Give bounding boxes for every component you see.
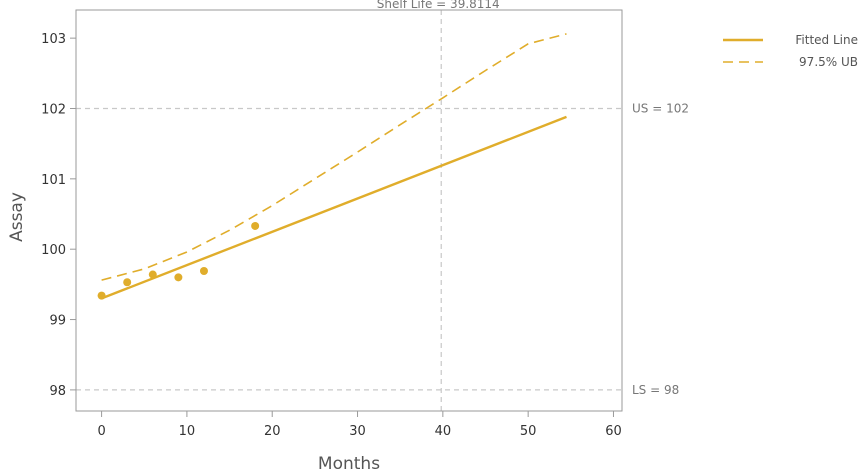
fitted-line bbox=[101, 115, 567, 300]
x-axis: 0 10 20 30 40 50 60 bbox=[97, 411, 622, 439]
x-tick-label: 10 bbox=[179, 424, 196, 439]
plot-area-border bbox=[75, 9, 623, 412]
legend-label: Fitted Line bbox=[795, 33, 858, 47]
x-tick-label: 0 bbox=[97, 424, 105, 439]
data-point bbox=[97, 291, 106, 300]
data-point bbox=[123, 278, 132, 287]
y-tick-label: 101 bbox=[41, 173, 66, 188]
x-tick-label: 30 bbox=[349, 424, 366, 439]
x-tick-label: 50 bbox=[520, 424, 537, 439]
data-point bbox=[148, 270, 157, 279]
y-tick-label: 102 bbox=[41, 102, 66, 117]
y-axis-title: Assay bbox=[7, 192, 27, 242]
y-tick-label: 100 bbox=[41, 243, 66, 258]
x-tick-label: 40 bbox=[435, 424, 452, 439]
x-tick-label: 20 bbox=[264, 424, 281, 439]
x-axis-title: Months bbox=[318, 454, 380, 474]
reference-label: US = 102 bbox=[632, 101, 689, 115]
legend-label: 97.5% UB bbox=[799, 55, 858, 69]
y-tick-label: 99 bbox=[49, 314, 66, 329]
data-point bbox=[174, 273, 183, 282]
shelf-life-label: Shelf Life = 39.8114 bbox=[377, 0, 500, 11]
points-layer bbox=[97, 221, 260, 300]
y-tick-label: 98 bbox=[49, 384, 66, 399]
upper-bound-line bbox=[101, 33, 567, 281]
x-tick-label: 60 bbox=[605, 424, 622, 439]
data-point bbox=[199, 267, 208, 276]
reference-lines: US = 102 LS = 98 Shelf Life = 39.8114 bbox=[76, 0, 689, 411]
y-tick-label: 103 bbox=[41, 32, 66, 47]
plot-frame bbox=[75, 9, 623, 412]
data-point bbox=[251, 221, 260, 230]
y-axis: 98 99 100 101 102 103 bbox=[41, 32, 76, 399]
reference-label: LS = 98 bbox=[632, 383, 679, 397]
legend: Fitted Line 97.5% UB bbox=[723, 33, 858, 69]
series-layer bbox=[101, 33, 567, 300]
